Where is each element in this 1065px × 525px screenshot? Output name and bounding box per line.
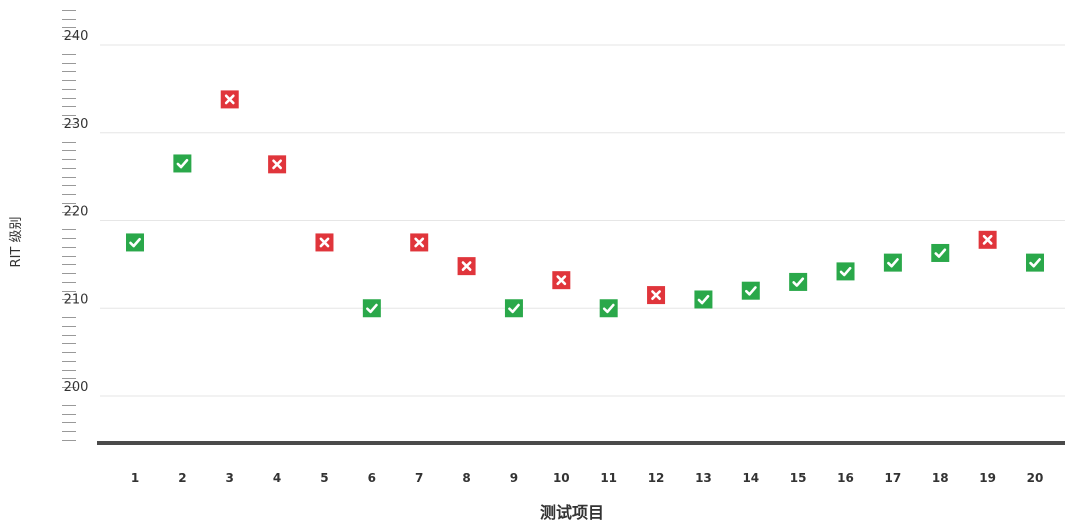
data-point-correct (126, 233, 144, 252)
check-icon (176, 158, 189, 169)
x-tick-label: 9 (510, 471, 518, 485)
x-tick-label: 7 (415, 471, 423, 485)
y-tick-label: 210 (64, 292, 89, 307)
y-tick-label: 220 (64, 205, 89, 220)
x-tick-label: 11 (600, 471, 617, 485)
x-tick-label: 17 (885, 471, 902, 485)
point-marker (694, 290, 713, 309)
y-tick-label: 240 (64, 29, 89, 44)
x-tick-label: 18 (932, 471, 949, 485)
y-tick-label: 230 (64, 117, 89, 132)
point-marker (931, 243, 950, 262)
data-point-correct (836, 262, 855, 281)
x-tick-label: 4 (273, 471, 281, 485)
point-marker (741, 281, 760, 300)
x-tick-labels: 1 2 3 4 5 6 7 8 9 10 11 12 13 14 15 16 17 18 19 20 (131, 471, 1044, 485)
x-icon (224, 94, 235, 105)
x-tick-label: 15 (790, 471, 807, 485)
y-axis-title: RIT 级别 (9, 217, 24, 268)
data-point-correct (789, 272, 808, 291)
y-tick-label: 200 (64, 380, 89, 395)
check-icon (508, 303, 520, 314)
point-marker (883, 253, 902, 272)
point-marker (362, 299, 381, 318)
x-tick-label: 20 (1027, 471, 1044, 485)
x-tick-label: 12 (648, 471, 665, 485)
y-tick-labels: 200 210 220 230 240 (64, 29, 89, 395)
check-icon (602, 303, 615, 314)
x-tick-label: 16 (837, 471, 854, 485)
data-point-incorrect (410, 233, 429, 252)
data-point-correct (599, 299, 618, 318)
check-icon (934, 248, 947, 258)
point-marker (1026, 253, 1044, 272)
point-marker (836, 262, 855, 281)
grid-lines (100, 44, 1065, 397)
check-icon (129, 237, 141, 248)
x-icon (461, 261, 472, 272)
check-icon (697, 294, 710, 305)
x-tick-label: 3 (226, 471, 234, 485)
x-tick-label: 1 (131, 471, 139, 485)
data-point-incorrect (647, 286, 666, 305)
x-icon (651, 290, 661, 300)
x-tick-label: 19 (979, 471, 996, 485)
x-tick-label: 2 (178, 471, 186, 485)
data-point-incorrect (552, 271, 571, 290)
data-point-incorrect (457, 257, 476, 276)
data-point-incorrect (978, 230, 997, 249)
x-icon (556, 275, 567, 286)
data-point-correct (1026, 253, 1044, 272)
data-point-correct (883, 253, 902, 272)
x-icon (272, 159, 283, 170)
x-tick-label: 6 (368, 471, 376, 485)
point-marker (789, 272, 808, 291)
data-point-correct (362, 299, 381, 318)
x-tick-label: 14 (742, 471, 759, 485)
point-marker (173, 154, 192, 173)
data-points (126, 90, 1044, 318)
x-tick-label: 8 (462, 471, 470, 485)
x-icon (982, 234, 993, 245)
check-icon (792, 277, 805, 287)
data-point-correct (504, 299, 523, 318)
data-point-correct (694, 290, 713, 309)
data-point-incorrect (220, 90, 239, 109)
check-icon (1029, 258, 1041, 268)
data-point-correct (931, 243, 950, 262)
check-icon (366, 303, 378, 314)
check-icon (744, 286, 757, 296)
x-icon (319, 237, 330, 248)
x-tick-label: 5 (320, 471, 328, 485)
check-icon (887, 258, 899, 268)
point-marker (599, 299, 618, 318)
point-marker (504, 299, 523, 318)
data-point-incorrect (268, 155, 287, 174)
y-minor-ticks (62, 10, 76, 441)
data-point-correct (173, 154, 192, 173)
x-tick-label: 13 (695, 471, 712, 485)
data-point-correct (741, 281, 760, 300)
data-point-incorrect (315, 233, 334, 252)
check-icon (839, 266, 852, 277)
point-marker (126, 233, 144, 252)
x-tick-label: 10 (553, 471, 570, 485)
x-axis-title: 测试项目 (540, 503, 604, 522)
x-icon (414, 237, 425, 248)
